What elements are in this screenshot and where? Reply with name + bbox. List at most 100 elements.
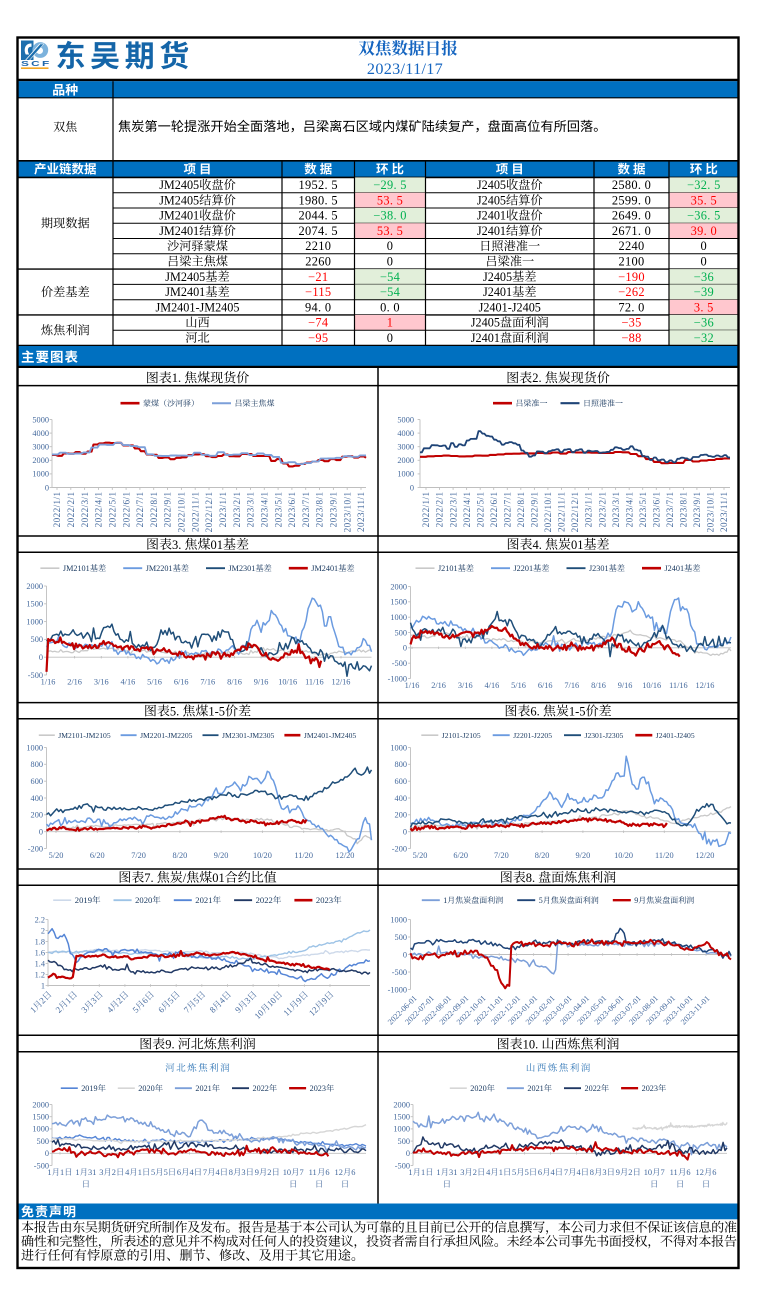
- svg-text:7: 7: [661, 1168, 665, 1177]
- svg-text:4.: 4.: [533, 538, 542, 552]
- svg-text:J2301: J2301: [589, 564, 609, 573]
- svg-text:0: 0: [387, 239, 394, 253]
- svg-text:2022: 2022: [256, 895, 273, 905]
- svg-text:1500: 1500: [393, 1113, 410, 1122]
- svg-text:400: 400: [395, 794, 407, 803]
- svg-text:7/16: 7/16: [564, 681, 579, 690]
- svg-text:0: 0: [45, 1149, 49, 1158]
- svg-text:5/16: 5/16: [147, 678, 162, 687]
- svg-text:5/16: 5/16: [511, 681, 526, 690]
- svg-text:2000: 2000: [397, 456, 414, 465]
- svg-text:J2401: J2401: [477, 224, 506, 238]
- svg-text:-200: -200: [392, 844, 407, 853]
- svg-text:4: 4: [190, 1168, 195, 1177]
- svg-text:2023/10/1: 2023/10/1: [706, 492, 716, 533]
- svg-text:400: 400: [31, 794, 43, 803]
- svg-text:12/20: 12/20: [696, 851, 715, 860]
- svg-text:2260: 2260: [305, 255, 331, 269]
- svg-text:7: 7: [300, 1168, 304, 1177]
- svg-text:10: 10: [644, 1168, 652, 1177]
- svg-text:11: 11: [309, 1168, 317, 1177]
- svg-text:200: 200: [395, 811, 407, 820]
- svg-text:1-5: 1-5: [569, 704, 586, 718]
- svg-text:8/16: 8/16: [591, 681, 606, 690]
- svg-text:-1000: -1000: [388, 985, 407, 994]
- svg-text:2000: 2000: [393, 1100, 410, 1109]
- svg-text:6.: 6.: [530, 704, 539, 718]
- svg-text:2022/2/1: 2022/2/1: [435, 492, 445, 528]
- svg-text:7: 7: [203, 1168, 207, 1177]
- svg-text:-200: -200: [28, 844, 43, 853]
- svg-text:1000: 1000: [393, 1125, 410, 1134]
- svg-text:0: 0: [403, 644, 407, 653]
- svg-text:JM2301-JM2305: JM2301-JM2305: [222, 731, 275, 740]
- svg-text:9/16: 9/16: [618, 681, 633, 690]
- svg-text:−32: −32: [694, 331, 714, 345]
- svg-text:5000: 5000: [397, 415, 414, 424]
- svg-text:53. 5: 53. 5: [377, 224, 403, 238]
- svg-text:−29. 5: −29. 5: [373, 178, 407, 192]
- svg-text:2: 2: [37, 995, 47, 1005]
- svg-text:2022/1/1: 2022/1/1: [421, 492, 431, 528]
- svg-text:2022/10/1: 2022/10/1: [543, 492, 553, 533]
- svg-text:1000: 1000: [26, 617, 43, 626]
- svg-text:2023/6/1: 2023/6/1: [287, 492, 297, 528]
- svg-text:2/16: 2/16: [67, 678, 82, 687]
- svg-text:11/16: 11/16: [305, 678, 324, 687]
- svg-text:1: 1: [47, 1168, 51, 1177]
- svg-text:0: 0: [45, 483, 49, 492]
- svg-text:2/16: 2/16: [431, 681, 446, 690]
- svg-text:2022/11/1: 2022/11/1: [190, 492, 200, 533]
- svg-text:−262: −262: [618, 285, 645, 299]
- svg-text:2: 2: [473, 1168, 477, 1177]
- svg-text:4: 4: [551, 1168, 556, 1177]
- svg-text:2021: 2021: [527, 1084, 543, 1093]
- svg-text:-1000: -1000: [388, 674, 407, 683]
- svg-text:5: 5: [164, 1168, 168, 1177]
- svg-text:2.2: 2.2: [35, 915, 45, 924]
- svg-text:2: 2: [112, 1168, 116, 1177]
- svg-text:5/20: 5/20: [413, 851, 428, 860]
- svg-text:01: 01: [212, 871, 225, 885]
- svg-text:4: 4: [486, 1168, 491, 1177]
- svg-text:2023/3/1: 2023/3/1: [611, 492, 621, 528]
- svg-text:2023/8/1: 2023/8/1: [315, 492, 325, 528]
- svg-text:J2401: J2401: [665, 564, 685, 573]
- svg-text:3000: 3000: [397, 443, 414, 452]
- svg-text:7/16: 7/16: [200, 678, 215, 687]
- svg-text:2023/9/1: 2023/9/1: [329, 492, 339, 528]
- svg-text:5: 5: [165, 995, 176, 1006]
- svg-text:2022/5/1: 2022/5/1: [475, 492, 485, 528]
- svg-text:8.: 8.: [526, 871, 535, 885]
- svg-text:0: 0: [387, 331, 394, 345]
- svg-text:6: 6: [712, 1168, 716, 1177]
- svg-text:11/20: 11/20: [294, 851, 313, 860]
- svg-text:2023/4/1: 2023/4/1: [260, 492, 270, 528]
- svg-text:2023/4/1: 2023/4/1: [624, 492, 634, 528]
- svg-text:J2101-J2105: J2101-J2105: [442, 731, 481, 740]
- svg-text:1000: 1000: [390, 743, 407, 752]
- svg-text:9/20: 9/20: [214, 851, 229, 860]
- svg-text:2000: 2000: [32, 456, 49, 465]
- svg-text:2023: 2023: [310, 1084, 326, 1093]
- svg-text:2023/5/1: 2023/5/1: [638, 492, 648, 528]
- svg-text:5: 5: [512, 1168, 516, 1177]
- svg-text:8: 8: [229, 1168, 233, 1177]
- svg-text:J2401-J2405: J2401-J2405: [479, 300, 541, 314]
- svg-text:10/20: 10/20: [253, 851, 272, 860]
- svg-text:2022/6/1: 2022/6/1: [489, 492, 499, 528]
- svg-text:01: 01: [571, 538, 584, 552]
- svg-text:11: 11: [670, 1168, 678, 1177]
- svg-text:2: 2: [628, 1168, 632, 1177]
- svg-text:10: 10: [283, 1168, 291, 1177]
- svg-text:4: 4: [577, 1168, 582, 1177]
- svg-text:1: 1: [443, 896, 447, 905]
- svg-text:1.: 1.: [172, 371, 181, 385]
- svg-text:11/16: 11/16: [669, 681, 688, 690]
- svg-text:0: 0: [39, 653, 43, 662]
- svg-text:1.4: 1.4: [35, 959, 46, 968]
- svg-text:2: 2: [267, 1168, 271, 1177]
- svg-text:2023/6/1: 2023/6/1: [652, 492, 662, 528]
- svg-text:1/16: 1/16: [41, 678, 56, 687]
- svg-text:4: 4: [216, 1168, 221, 1177]
